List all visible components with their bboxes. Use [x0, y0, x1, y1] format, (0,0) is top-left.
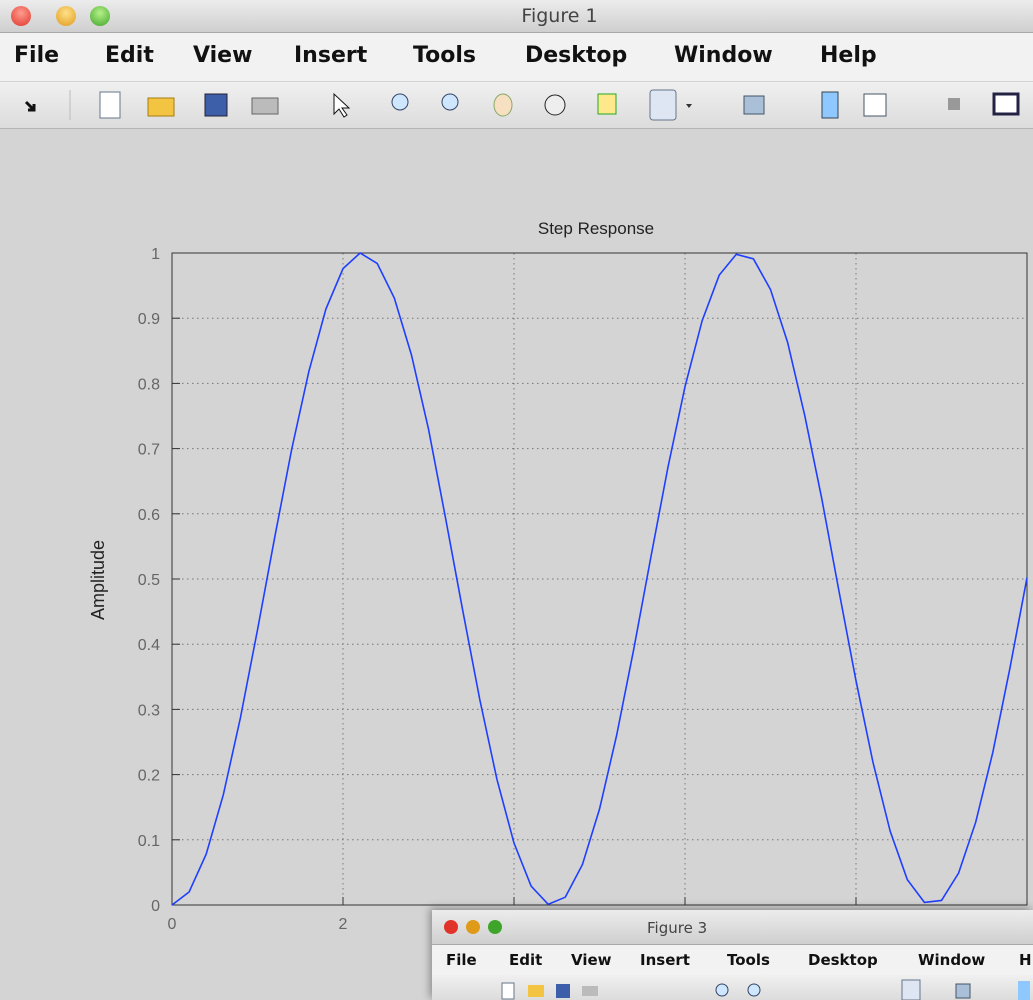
menu-item[interactable]: Desktop: [525, 43, 627, 68]
y-tick-label: 0.7: [138, 442, 160, 459]
title-bar: Figure 1: [0, 0, 1033, 33]
overlay-title-bar: Figure 3: [432, 910, 1033, 945]
hide-tools-icon[interactable]: [948, 98, 960, 110]
overlay-menu-bar: File Edit View Insert Tools Desktop Window H: [432, 945, 1033, 975]
y-tick-label: 1: [151, 246, 160, 263]
figure-canvas: Step Response Amplitude 0 0.1 0.2 0.3 0.4 0.5…: [0, 0, 1033, 1000]
print-icon[interactable]: [252, 98, 278, 114]
y-tick-label: 0.1: [138, 833, 160, 850]
menu-item[interactable]: Tools: [727, 951, 770, 969]
link-icon[interactable]: [744, 96, 764, 114]
y-tick-label: 0.4: [138, 637, 160, 654]
icon[interactable]: [902, 980, 920, 1000]
menu-item[interactable]: Edit: [105, 43, 154, 68]
zoom-in-icon[interactable]: [392, 94, 408, 110]
legend-icon[interactable]: [864, 94, 886, 116]
menu-item[interactable]: View: [193, 43, 252, 68]
pan-icon[interactable]: [494, 94, 512, 116]
new-icon[interactable]: [100, 92, 120, 118]
menu-item[interactable]: Window: [918, 951, 985, 969]
zoom-out-icon[interactable]: [442, 94, 458, 110]
y-tick-label: 0.8: [138, 376, 160, 393]
menu-item[interactable]: Edit: [509, 951, 542, 969]
icon[interactable]: [502, 983, 514, 999]
y-tick-label: 0.2: [138, 768, 160, 785]
icon[interactable]: [748, 984, 760, 996]
open-icon[interactable]: [148, 98, 174, 116]
chart-title: Step Response: [538, 219, 654, 238]
window-title: Figure 1: [0, 5, 1033, 27]
menu-item[interactable]: Insert: [640, 951, 690, 969]
x-tick-label: 0: [168, 916, 177, 933]
menu-item[interactable]: Help: [820, 43, 877, 68]
x-tick-label: 2: [339, 916, 348, 933]
brush-icon[interactable]: [650, 90, 676, 120]
colorbar-icon[interactable]: [822, 92, 838, 118]
icon[interactable]: [1018, 981, 1030, 1000]
y-axis-label: Amplitude: [88, 540, 108, 620]
data-line: [172, 253, 1027, 905]
overlay-toolbar: [432, 975, 1033, 1000]
menu-item[interactable]: View: [571, 951, 612, 969]
y-tick-label: 0.5: [138, 572, 160, 589]
menu-item[interactable]: H: [1019, 951, 1032, 969]
show-tools-icon[interactable]: [994, 94, 1018, 114]
icon[interactable]: [582, 986, 598, 996]
icon[interactable]: [716, 984, 728, 996]
y-tick-label: 0.6: [138, 507, 160, 524]
overlay-toolbar-icons: [432, 975, 1033, 1000]
save-icon[interactable]: [205, 94, 227, 116]
dropdown-arrow[interactable]: [686, 104, 692, 108]
y-tick-label: 0: [151, 898, 160, 915]
icon[interactable]: [528, 985, 544, 997]
menu-bar: File Edit View Insert Tools Desktop Window Help: [0, 33, 1033, 81]
rotate-icon[interactable]: [545, 95, 565, 115]
menu-item[interactable]: Window: [674, 43, 773, 68]
menu-item[interactable]: File: [14, 43, 59, 68]
menu-item[interactable]: Insert: [294, 43, 367, 68]
y-tick-label: 0.9: [138, 311, 160, 328]
icon[interactable]: [956, 984, 970, 998]
overlay-title: Figure 3: [432, 919, 1033, 937]
matlab-screen: Step Response Amplitude 0 0.1 0.2 0.3 0.4 0.5…: [0, 0, 1033, 1000]
icon[interactable]: [556, 984, 570, 998]
figure-3-window: Figure 3 File Edit View Insert Tools Desktop W…: [432, 910, 1033, 1000]
y-tick-label: 0.3: [138, 702, 160, 719]
data-cursor-icon[interactable]: [598, 94, 616, 114]
toolbar: [0, 82, 1033, 129]
pointer-icon[interactable]: [334, 94, 349, 117]
menu-item[interactable]: File: [446, 951, 477, 969]
menu-item[interactable]: Tools: [413, 43, 476, 68]
toolbar-icons: [0, 82, 1033, 128]
dock-icon[interactable]: [26, 102, 34, 110]
menu-item[interactable]: Desktop: [808, 951, 878, 969]
